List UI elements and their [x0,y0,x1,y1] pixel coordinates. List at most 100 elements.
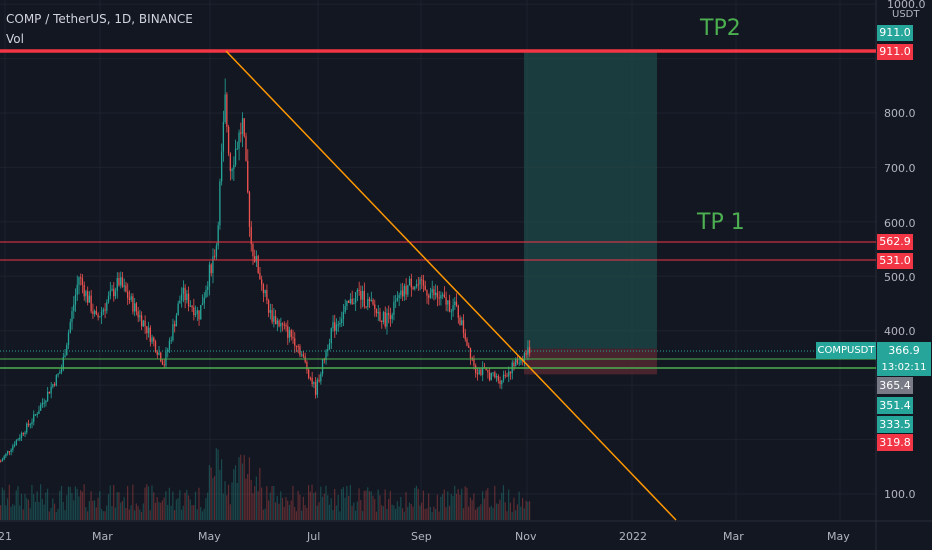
volume-bar [208,465,210,520]
level-351-tag: 351.4 [877,397,913,414]
volume-bar [146,484,148,520]
volume-bar [13,505,16,520]
candle-body [523,353,526,361]
candle-body [62,357,64,370]
candle-body [74,294,77,305]
volume-bar [137,505,139,520]
candle-body [447,300,449,305]
volume-bar [219,469,221,520]
volume-bar [233,469,235,520]
candle-body [78,277,80,285]
volume-bar [374,498,376,520]
candle-body [475,365,477,373]
candle-body [59,372,61,374]
candle-body [421,279,423,281]
candle-body [104,309,106,311]
candle-body [154,341,157,352]
volume-bar [226,495,228,520]
candle-body [252,244,254,257]
volume-bar [353,502,355,520]
candle-body [342,311,345,319]
volume-bar [468,506,470,520]
candle-body [356,290,358,293]
volume-bar [448,505,451,520]
candle-body [344,306,346,312]
volume-bar [182,505,184,520]
candle-body [518,362,520,364]
volume-bar [73,500,75,520]
volume-bar [48,511,50,520]
volume-bar [281,497,284,520]
volume-bar [24,493,26,520]
candle-body [330,328,332,344]
volume-bar [473,493,475,520]
volume-bar [20,493,23,520]
candle-body [461,320,463,326]
candle-body [27,423,30,426]
candle-body [113,288,115,297]
volume-bar [393,505,395,520]
volume-bar [210,467,212,520]
candle-body [374,304,376,310]
candle-body [323,358,325,361]
candle-body [508,371,510,377]
candle-body [283,324,285,326]
volume-bar [478,506,480,520]
volume-bar [262,509,264,520]
candle-body [69,322,71,333]
candle-body [379,311,381,321]
volume-bar [261,487,263,520]
candle-body [64,355,66,358]
candle-body [332,322,334,329]
candle-body [428,295,430,298]
candle-body [520,359,522,363]
candle-body [43,402,45,404]
candle-body [321,358,324,374]
volume-bar [266,486,268,520]
volume-bar [153,492,155,520]
volume-bar [259,467,261,520]
volume-bar [339,511,341,520]
volume-bar [454,485,456,520]
candle-body [375,309,378,314]
volume-bar [234,465,237,520]
candle-body [266,290,268,301]
candle-body [17,439,19,441]
volume-bar [60,485,63,520]
candle-body [278,320,280,327]
volume-bar [78,496,80,520]
candle-body [388,312,390,315]
volume-bar [231,482,233,520]
candle-body [440,295,442,299]
volume-bar [360,500,362,520]
volume-bar [499,499,501,520]
volume-bar [81,491,83,520]
candle-body [311,377,313,384]
axis-tick: 500.0 [884,271,916,284]
volume-bar [368,491,371,520]
candle-body [431,289,433,293]
volume-bar [106,505,108,520]
candle-body [417,284,419,286]
volume-bar [130,505,132,520]
volume-bar [433,506,435,520]
volume-bar [354,510,357,520]
candle-body [130,296,132,300]
candle-body [222,122,225,152]
volume-bar [440,496,442,520]
volume-bar [224,481,226,520]
candle-body [85,291,87,297]
volume-bar [422,490,425,520]
volume-bar [435,509,437,520]
candle-body [325,350,327,361]
volume-bar [367,487,369,520]
volume-bar [294,507,296,520]
candle-body [466,339,468,346]
candle-body [231,169,233,172]
candle-body [163,364,165,366]
candle-body [273,316,275,322]
candle-body [292,336,294,339]
volume-bar [321,496,324,520]
candle-body [469,347,472,358]
